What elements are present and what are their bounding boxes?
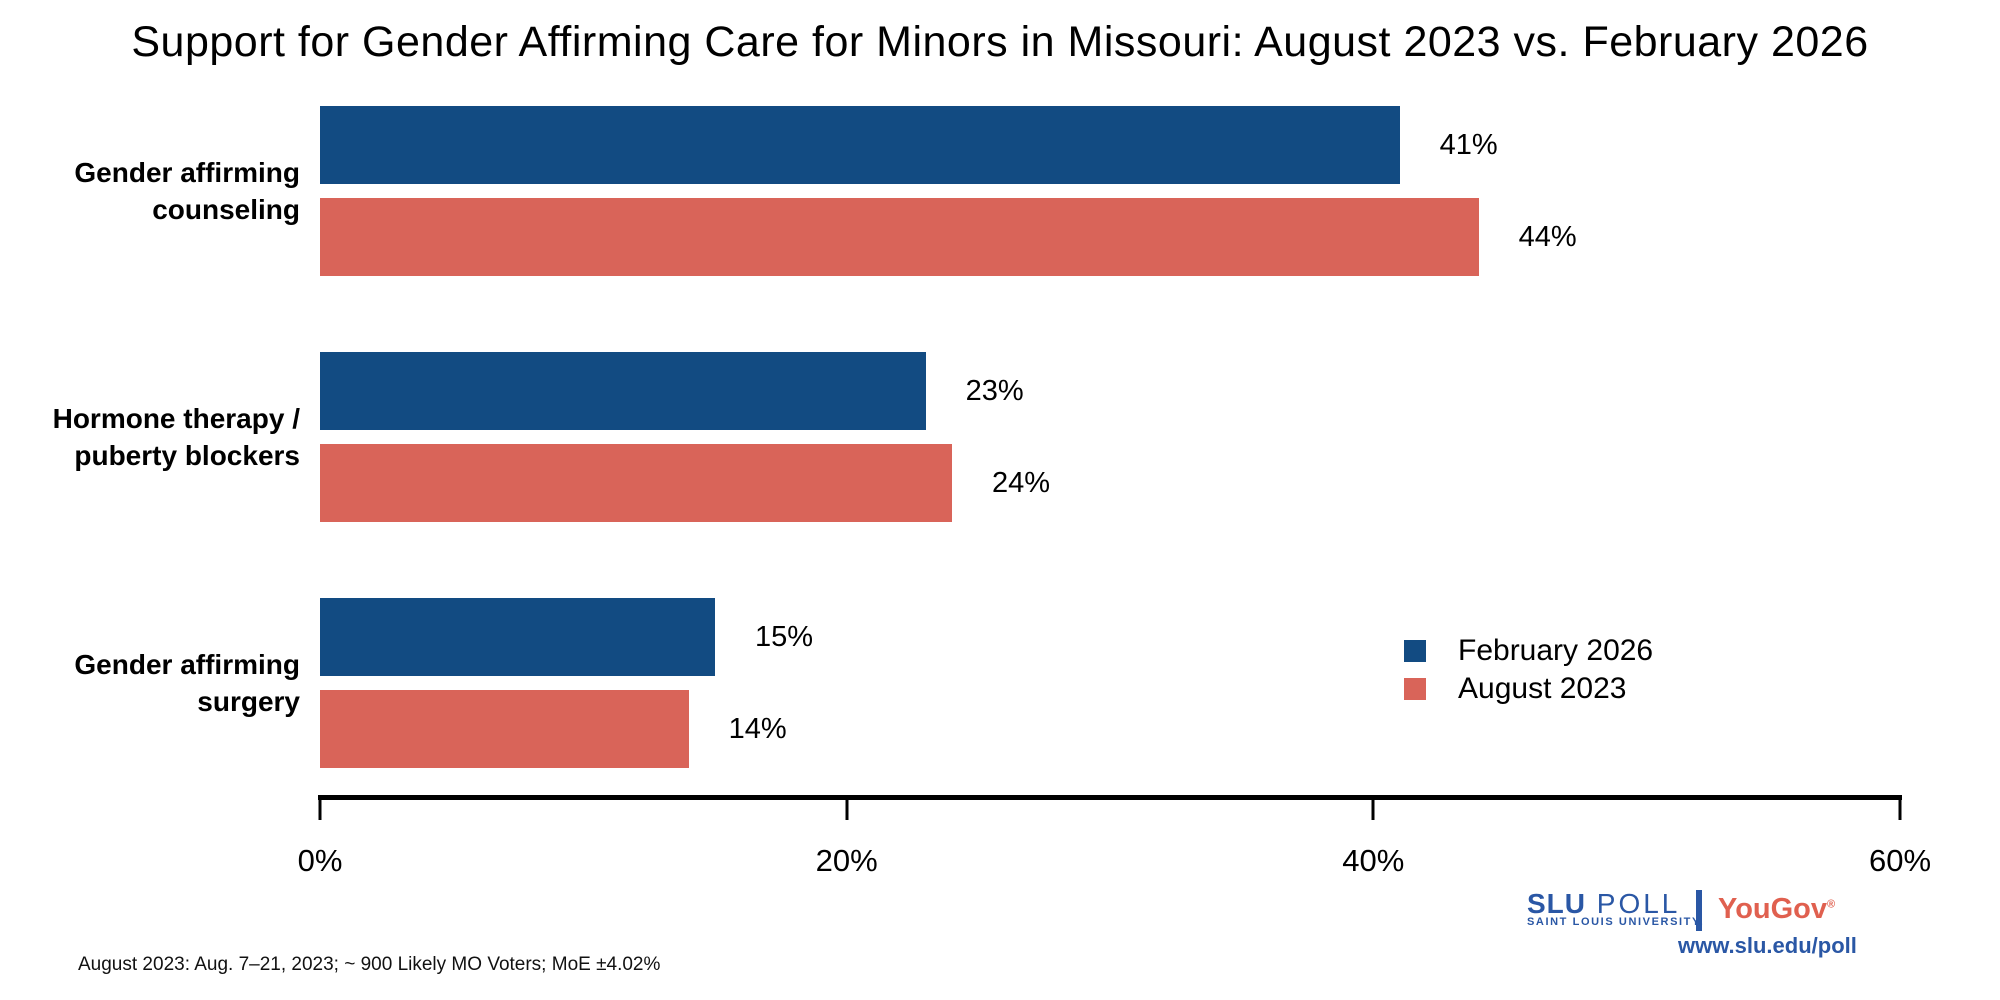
bar-row: 15%: [320, 598, 1900, 676]
x-axis-tick: [1371, 800, 1375, 820]
bar-value-label: 44%: [1518, 220, 1577, 253]
bar-value-label: 41%: [1439, 128, 1498, 161]
slu-poll-url: www.slu.edu/poll: [1678, 933, 1857, 958]
bar-august-2023-hormone: [320, 444, 952, 522]
x-axis-tick-label: 40%: [1342, 843, 1405, 878]
bar-row: 23%: [320, 352, 1900, 430]
x-axis-tick-label: 60%: [1868, 843, 1932, 878]
category-label-line: puberty blockers: [74, 440, 300, 471]
bar-row: 14%: [320, 690, 1900, 768]
bar-value-label: 15%: [755, 620, 814, 653]
category-label-line: counseling: [152, 194, 300, 225]
category-label-line: Gender affirming: [74, 649, 300, 680]
x-axis-line: [318, 795, 1902, 800]
chart-title: Support for Gender Affirming Care for Mi…: [131, 18, 1869, 66]
bar-august-2023-counseling: [320, 198, 1479, 276]
category-label-hormone-therapy: Hormone therapy / puberty blockers: [0, 400, 300, 474]
category-label-counseling: Gender affirming counseling: [0, 154, 300, 228]
x-axis-tick: [318, 800, 322, 820]
bar-row: 41%: [320, 106, 1900, 184]
footnote-august-2023: August 2023: Aug. 7–21, 2023; ~ 900 Like…: [78, 954, 661, 975]
slu-poll-logo: SLU POLL: [1527, 888, 1680, 920]
category-label-line: surgery: [197, 686, 300, 717]
slu-logo-text: SLU: [1527, 888, 1586, 919]
legend-label: August 2023: [1458, 672, 1627, 705]
footnotes: August 2023: Aug. 7–21, 2023; ~ 900 Like…: [78, 900, 1024, 1000]
category-label-line: Gender affirming: [74, 157, 300, 188]
category-label-line: Hormone therapy /: [52, 403, 300, 434]
bar-row: 24%: [320, 444, 1900, 522]
bar-february-2026-surgery: [320, 598, 715, 676]
legend: February 2026 August 2023: [1404, 632, 1653, 708]
bar-value-label: 23%: [965, 374, 1024, 407]
x-axis-tick: [845, 800, 849, 820]
plot-area: 41% 44% 23% 24% 15% 14%: [320, 0, 1900, 795]
legend-item-february-2026: February 2026: [1404, 632, 1653, 670]
legend-swatch-august-2023: [1404, 678, 1426, 700]
brand-divider: [1696, 890, 1702, 931]
category-label-surgery: Gender affirming surgery: [0, 646, 300, 720]
x-axis-tick-label: 20%: [815, 843, 878, 878]
branding: SLU POLL SAINT LOUIS UNIVERSITY. YouGov®…: [1520, 885, 1940, 965]
x-axis-tick: [1898, 800, 1902, 820]
poll-logo-text: POLL: [1596, 888, 1681, 919]
bar-february-2026-hormone: [320, 352, 926, 430]
bar-value-label: 14%: [728, 712, 787, 745]
bar-value-label: 24%: [992, 466, 1051, 499]
yougov-logo: YouGov®: [1718, 893, 1836, 925]
bar-february-2026-counseling: [320, 106, 1400, 184]
saint-louis-university-text: SAINT LOUIS UNIVERSITY.: [1527, 916, 1705, 928]
bar-august-2023-surgery: [320, 690, 689, 768]
x-axis-tick-label: 0%: [297, 843, 343, 878]
bar-row: 44%: [320, 198, 1900, 276]
legend-label: February 2026: [1458, 634, 1654, 667]
legend-swatch-february-2026: [1404, 640, 1426, 662]
registered-mark: ®: [1827, 898, 1836, 911]
legend-item-august-2023: August 2023: [1404, 670, 1653, 708]
